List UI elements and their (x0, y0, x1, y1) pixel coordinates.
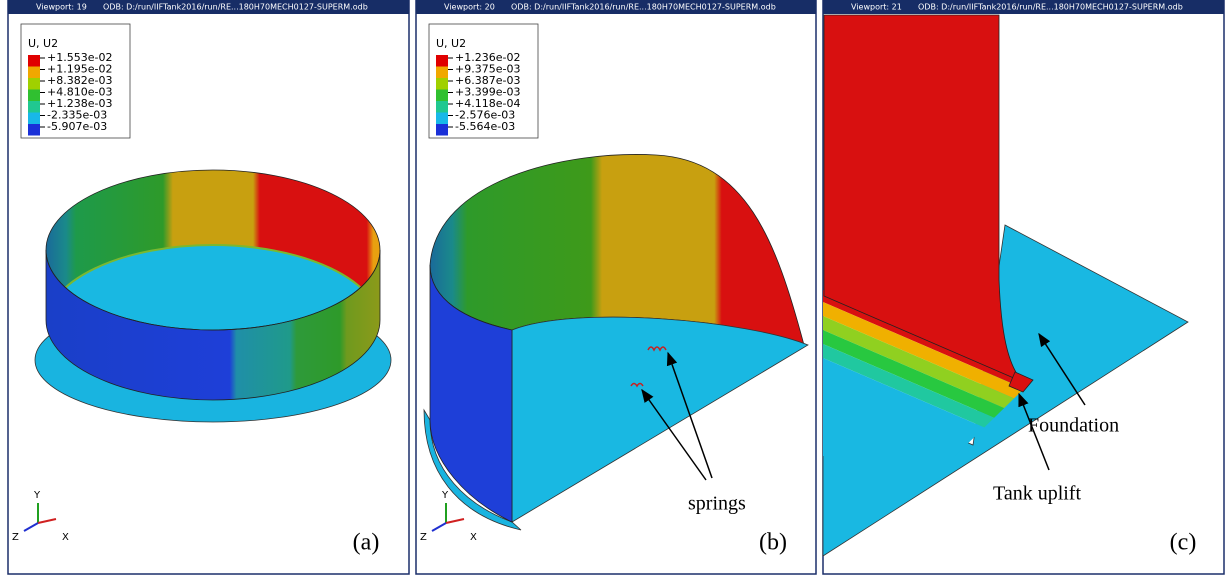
triad-label: Z (12, 532, 19, 543)
annotation: Foundation (1028, 415, 1119, 437)
triad-label: Y (33, 490, 41, 501)
legend-swatch (436, 101, 448, 113)
triad-label: X (470, 532, 477, 543)
legend-swatch (436, 90, 448, 102)
legend-swatch (28, 67, 40, 79)
legend-swatch (28, 78, 40, 90)
annotation: Tank uplift (993, 483, 1081, 505)
viewport-number: Viewport: 20 (444, 3, 495, 12)
viewport: Viewport: 21 ODB: D:/run/IIFTank2016/run/… (823, 0, 1224, 574)
screenshot: Viewport: 19 ODB: D:/run/IIFTank2016/run/… (0, 0, 1231, 575)
legend-swatch (436, 124, 448, 136)
legend-swatch (28, 101, 40, 113)
viewport: Viewport: 19 ODB: D:/run/IIFTank2016/run/… (8, 0, 409, 574)
triad-label: X (62, 532, 69, 543)
legend-value: -5.564e-03 (455, 120, 515, 133)
legend-title: U, U2 (436, 37, 466, 50)
annotation: springs (688, 493, 746, 515)
odb-path: ODB: D:/run/IIFTank2016/run/RE...180H70M… (103, 3, 368, 12)
legend-swatch (436, 67, 448, 79)
odb-path: ODB: D:/run/IIFTank2016/run/RE...180H70M… (918, 3, 1183, 12)
triad-label: Y (441, 490, 449, 501)
viewport-number: Viewport: 21 (851, 3, 902, 12)
legend-swatch (436, 113, 448, 125)
viewport-number: Viewport: 19 (36, 3, 87, 12)
panel-label: (b) (759, 530, 787, 556)
legend-swatch (28, 55, 40, 67)
legend-swatch (436, 55, 448, 67)
panel-label: (c) (1170, 530, 1197, 556)
legend-value: -5.907e-03 (47, 120, 107, 133)
legend-swatch (28, 124, 40, 136)
legend-swatch (28, 90, 40, 102)
legend-title: U, U2 (28, 37, 58, 50)
legend-swatch (436, 78, 448, 90)
panel-label: (a) (353, 530, 380, 556)
viewport: Viewport: 20 ODB: D:/run/IIFTank2016/run/… (416, 0, 816, 574)
triad-label: Z (420, 532, 427, 543)
legend-swatch (28, 113, 40, 125)
odb-path: ODB: D:/run/IIFTank2016/run/RE...180H70M… (511, 3, 776, 12)
